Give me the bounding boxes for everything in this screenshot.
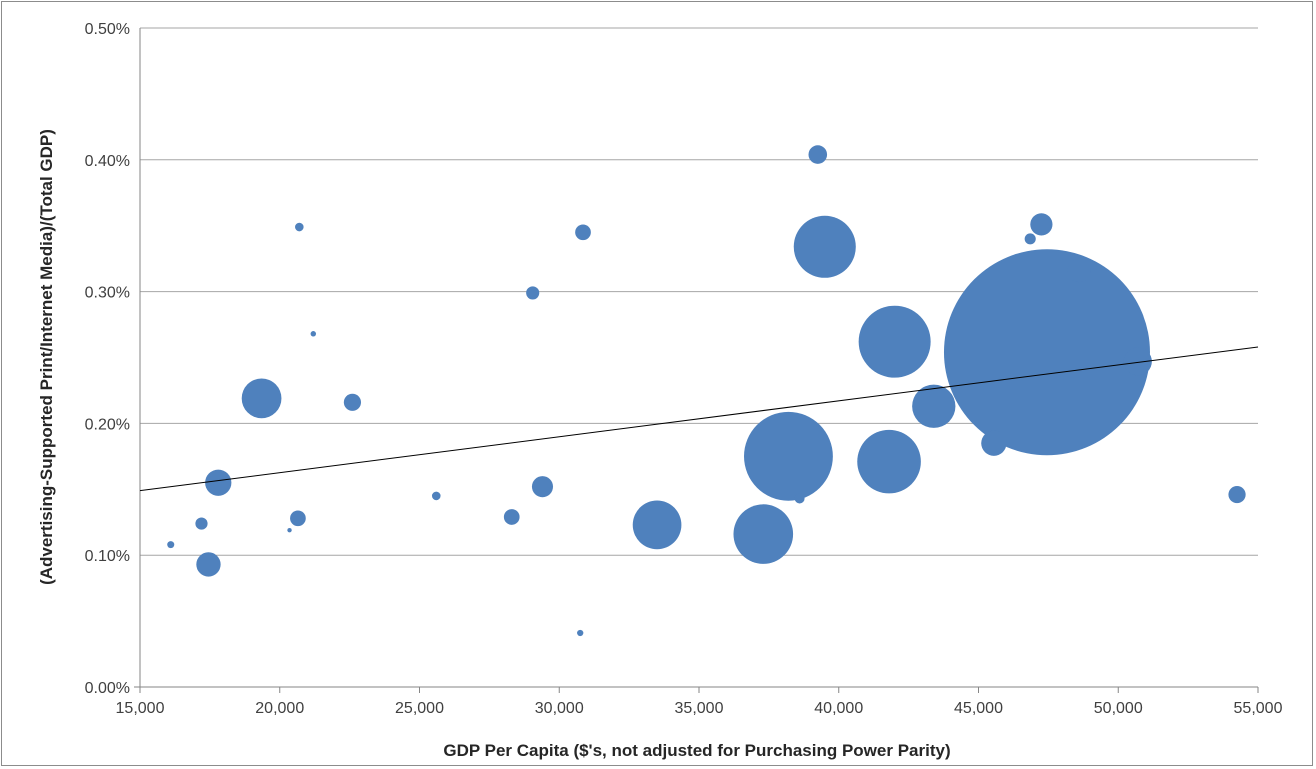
bubble (205, 469, 232, 496)
trendline-group (139, 346, 1259, 492)
bubble (733, 504, 794, 564)
x-tick-label: 20,000 (255, 700, 304, 717)
bubble (503, 509, 520, 525)
bubble (632, 500, 682, 550)
bubble (1228, 485, 1246, 504)
bubble (195, 517, 208, 530)
bubble (310, 331, 317, 337)
bubble (857, 429, 921, 494)
bubble (912, 384, 956, 428)
bubble (793, 215, 856, 278)
y-tick-label: 0.00% (85, 680, 130, 697)
y-axis-title: (Advertising-Supported Print/Internet Me… (37, 129, 56, 585)
bubble (290, 510, 306, 527)
bubble (196, 552, 221, 577)
bubble (858, 305, 931, 378)
bubble (794, 493, 805, 504)
x-tick-label: 45,000 (954, 700, 1003, 717)
bubbles (167, 145, 1246, 637)
bubble (287, 527, 292, 533)
bubble (167, 541, 175, 549)
y-tick-label: 0.20% (85, 416, 130, 433)
y-tick-label: 0.30% (85, 285, 130, 302)
bubble (575, 224, 591, 241)
x-tick-label: 15,000 (116, 700, 165, 717)
bubble (577, 629, 584, 637)
x-tick-label: 35,000 (675, 700, 724, 717)
axes (134, 28, 1259, 693)
bubble (295, 222, 304, 232)
bubble (943, 249, 1150, 456)
y-tick-label: 0.10% (85, 548, 130, 565)
bubble (744, 411, 833, 501)
bubble (808, 145, 828, 164)
y-tick-labels: 0.00% 0.10% 0.20% 0.30% 0.40% 0.50% (85, 21, 130, 697)
x-tick-label: 30,000 (535, 700, 584, 717)
y-tick-label: 0.40% (85, 153, 130, 170)
x-tick-label: 40,000 (814, 700, 863, 717)
y-tick-label: 0.50% (85, 21, 130, 38)
bubble (431, 491, 441, 501)
bubble (1067, 258, 1091, 283)
x-tick-label: 25,000 (395, 700, 444, 717)
x-tick-labels: 15,000 20,000 25,000 30,000 35,000 40,000 45,0… (116, 700, 1283, 717)
bubble (1123, 347, 1152, 376)
bubble (241, 378, 282, 419)
bubble (1030, 213, 1053, 236)
bubble (1024, 233, 1036, 245)
bubble (981, 430, 1007, 456)
bubble (526, 286, 540, 300)
bubble (531, 476, 554, 498)
x-tick-label: 55,000 (1234, 700, 1283, 717)
trendline (139, 346, 1259, 492)
x-tick-label: 50,000 (1094, 700, 1143, 717)
x-axis-title: GDP Per Capita ($'s, not adjusted for Pu… (443, 741, 950, 760)
bubble (343, 393, 362, 411)
